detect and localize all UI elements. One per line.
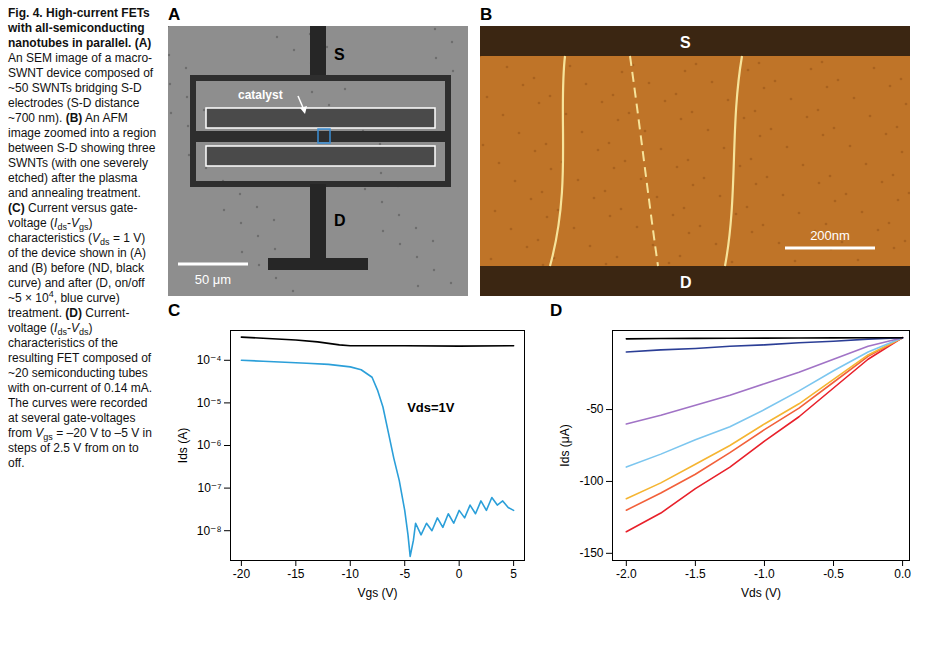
svg-text:-5: -5 (399, 567, 410, 581)
svg-text:Ids (μA): Ids (μA) (558, 424, 572, 466)
html-text:C: C (168, 301, 181, 320)
svg-text:10⁻⁸: 10⁻⁸ (197, 524, 222, 538)
svg-text:10⁻⁵: 10⁻⁵ (197, 396, 222, 410)
svg-text:50 μm: 50 μm (195, 272, 231, 287)
html-text:D: D (550, 301, 563, 320)
html-text:A: A (168, 5, 181, 24)
html-text:4, blue curve) treatment. (D): 4, blue curve) treatment. (D) Current-vo… (8, 289, 153, 470)
svg-text:Vgs (V): Vgs (V) (357, 586, 397, 600)
svg-text:200nm: 200nm (810, 228, 850, 243)
html-text:An SEM image of a macro-SWNT d: An SEM image of a macro-SWNT device comp… (8, 51, 157, 200)
svg-text:-150: -150 (579, 546, 603, 560)
svg-text:-10: -10 (342, 567, 360, 581)
svg-text:D: D (680, 274, 692, 291)
svg-text:-15: -15 (287, 567, 305, 581)
svg-text:Vds (V): Vds (V) (741, 586, 781, 600)
svg-text:10⁻⁶: 10⁻⁶ (197, 438, 222, 452)
html-text:Fig. 4. High-current FETs with: Fig. 4. High-current FETs with all-semic… (8, 6, 152, 50)
svg-text:-1.5: -1.5 (685, 567, 706, 581)
svg-text:Ids (A): Ids (A) (176, 428, 190, 463)
svg-text:Vds=1V: Vds=1V (407, 400, 455, 415)
svg-text:S: S (680, 34, 691, 51)
svg-text:S: S (334, 46, 345, 63)
html-text:(C) Current versus gate-voltag: (C) Current versus gate-voltage (Ids- Vg… (8, 201, 147, 305)
svg-text:catalyst: catalyst (238, 88, 283, 102)
html-text:B: B (480, 5, 493, 24)
svg-text:-1.0: -1.0 (754, 567, 775, 581)
svg-text:-2.0: -2.0 (616, 567, 637, 581)
svg-text:0.0: 0.0 (894, 567, 911, 581)
svg-text:-50: -50 (586, 402, 604, 416)
svg-text:D: D (334, 212, 346, 229)
svg-text:10⁻⁷: 10⁻⁷ (197, 481, 221, 495)
svg-text:10⁻⁴: 10⁻⁴ (197, 353, 222, 367)
svg-text:-0.5: -0.5 (823, 567, 844, 581)
svg-text:-20: -20 (233, 567, 251, 581)
svg-text:5: 5 (510, 567, 517, 581)
svg-text:-100: -100 (579, 474, 603, 488)
svg-text:0: 0 (456, 567, 463, 581)
